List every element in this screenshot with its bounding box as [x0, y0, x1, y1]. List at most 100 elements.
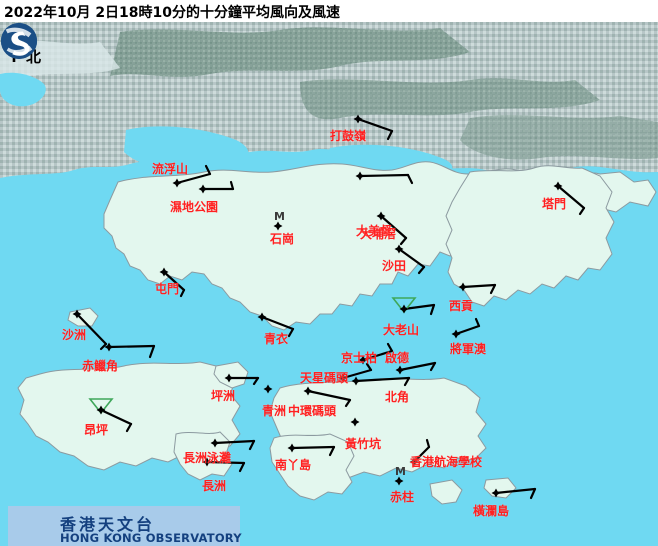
wind-barb-shaft — [99, 408, 133, 426]
wind-barb-feather — [417, 265, 426, 275]
wind-barb-feather — [229, 180, 235, 191]
station-label: 大老山 — [383, 323, 420, 337]
monitor-m-icon: M — [395, 465, 406, 478]
wind-barb-feather — [238, 461, 246, 473]
wind-barb-shaft — [454, 324, 481, 336]
hko-logo-english: HONG KONG OBSERVATORY — [60, 531, 242, 545]
wind-barb-shaft — [213, 439, 256, 445]
station-label: 大美督 — [356, 224, 393, 238]
wind-barb-shaft — [175, 172, 212, 185]
page-title: 2022年10月 2日18時10分的十分鐘平均風向及風速 — [4, 5, 341, 21]
station-label: 打鼓嶺 — [330, 129, 367, 143]
hko-logo-icon — [0, 22, 38, 60]
station-dot-icon[interactable] — [198, 184, 208, 194]
wind-barb-feather — [529, 487, 537, 500]
station-label: 北角 — [385, 390, 410, 404]
wind-barb-feather — [399, 236, 408, 246]
station-label: 西貢 — [449, 299, 474, 313]
wind-barb-shaft — [379, 214, 408, 240]
wind-barb-feather — [403, 376, 411, 387]
station-dot-icon[interactable] — [358, 355, 368, 365]
station-dot-icon[interactable] — [395, 365, 405, 375]
wind-barb-shaft — [402, 303, 436, 311]
station-dot-icon[interactable] — [257, 312, 267, 322]
station-dot-icon[interactable] — [409, 457, 419, 467]
wind-barb-feather — [489, 283, 497, 295]
station-dot-icon[interactable] — [376, 211, 386, 221]
wind-barb-layer — [75, 117, 586, 500]
station-label: 長洲泳灘 — [183, 451, 232, 465]
station-dot-icon[interactable] — [399, 304, 409, 314]
wind-barb-feather — [148, 344, 156, 359]
wind-barb-shaft — [494, 487, 537, 495]
station-label: 香港航海學校 — [410, 455, 483, 469]
station-dot-icon[interactable] — [202, 457, 212, 467]
wind-barb-shaft — [461, 283, 497, 289]
wind-barb-feather — [425, 438, 431, 449]
wind-barb-shaft — [361, 349, 394, 362]
station-dot-icon[interactable] — [72, 309, 82, 319]
station-dot-icon[interactable] — [553, 181, 563, 191]
station-dot-icon[interactable] — [159, 267, 169, 277]
station-dot-icon[interactable] — [273, 221, 283, 231]
station-dot-icon[interactable] — [458, 282, 468, 292]
hko-logo-band — [8, 506, 240, 546]
wind-barb-shaft — [398, 361, 437, 372]
wind-barb-shaft — [556, 184, 586, 210]
wind-barb-feather — [287, 327, 295, 338]
wind-barb-feather — [429, 303, 436, 316]
wind-barb-feather — [474, 317, 481, 328]
station-label: 將軍澳 — [450, 342, 487, 356]
station-label: 中環碼頭 — [288, 404, 337, 418]
wind-barb-shaft — [341, 368, 373, 380]
wind-barb-feather — [328, 445, 336, 457]
station-dot-icon[interactable] — [491, 488, 501, 498]
station-dot-icon[interactable] — [303, 386, 313, 396]
wind-barb-shaft — [354, 376, 411, 383]
station-label: 昂坪 — [84, 423, 109, 437]
station-dot-icon[interactable] — [350, 417, 360, 427]
station-dot-icon[interactable] — [287, 443, 297, 453]
station-dot-icon[interactable] — [394, 244, 404, 254]
station-dot-icon[interactable] — [394, 476, 404, 486]
station-dot-icon[interactable] — [351, 376, 361, 386]
gale-triangle-icon — [391, 297, 417, 314]
monitor-m-icon: M — [274, 210, 285, 223]
wind-barb-feather — [179, 288, 186, 298]
title-bar: 2022年10月 2日18時10分的十分鐘平均風向及風速 — [0, 0, 658, 22]
station-label: 赤鱲角 — [82, 359, 119, 373]
wind-barb-feather — [406, 173, 414, 185]
wind-barb-feather — [386, 342, 394, 353]
station-dot-icon[interactable] — [263, 384, 273, 394]
station-dot-icon[interactable] — [172, 178, 182, 188]
wind-barb-shaft — [358, 173, 410, 178]
wind-barb-feather — [365, 362, 373, 372]
station-label: 流浮山 — [152, 162, 189, 176]
wind-barb-shaft — [205, 460, 246, 465]
station-dot-icon[interactable] — [451, 329, 461, 339]
station-label: 塔門 — [542, 197, 567, 211]
station-marker-layer: MM — [72, 114, 563, 498]
mainland-satellite-imagery — [0, 22, 658, 178]
wind-barb-feather — [125, 422, 133, 433]
station-label: 青衣 — [264, 332, 289, 346]
station-label: 啟德 — [385, 351, 410, 365]
wind-barb-feather — [386, 129, 394, 141]
station-dot-icon[interactable] — [355, 171, 365, 181]
wind-barb-feather — [578, 206, 586, 216]
station-label: 濕地公園 — [170, 200, 219, 214]
station-dot-icon[interactable] — [353, 114, 363, 124]
station-dot-icon[interactable] — [96, 405, 106, 415]
station-label: 南丫島 — [275, 458, 312, 472]
station-label: 黃竹坑 — [345, 437, 382, 451]
station-label: 橫瀾島 — [473, 504, 510, 518]
station-dot-icon[interactable] — [104, 342, 114, 352]
station-dot-icon[interactable] — [210, 438, 220, 448]
station-dot-icon[interactable] — [338, 373, 348, 383]
wind-barb-shaft — [306, 389, 352, 402]
wind-barb-feather — [252, 376, 260, 386]
station-label: 天星碼頭 — [300, 371, 349, 385]
station-dot-icon[interactable] — [224, 373, 234, 383]
